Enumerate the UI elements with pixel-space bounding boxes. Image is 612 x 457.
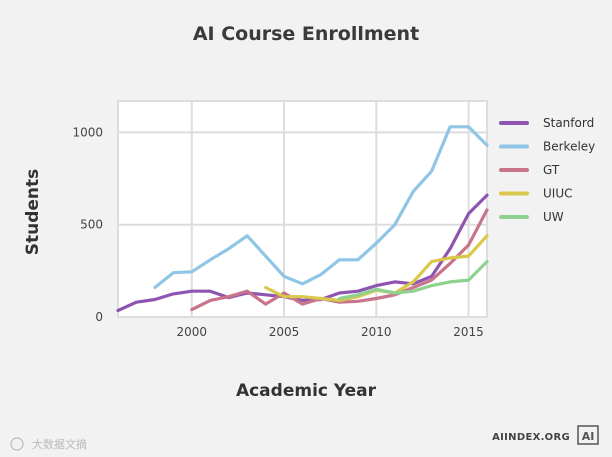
x-axis-title: Academic Year [236,381,377,401]
y-axis-title: Students [23,169,43,256]
source-text: AIINDEX.ORG [492,432,570,443]
x-tick-label: 2000 [177,325,208,339]
x-tick-label: 2015 [453,325,484,339]
legend-label: Berkeley [543,140,595,154]
series-line-gt [190,208,489,312]
y-tick-labels: 0 500 1000 [72,125,103,324]
series-lines [116,125,489,313]
aiindex-logo-icon: AI [577,425,599,445]
watermark-text: 大数据文摘 [32,437,87,451]
legend: Stanford Berkeley GT UIUC UW [499,116,595,224]
y-tick-label: 1000 [72,125,103,139]
series-line-stanford [116,193,489,313]
legend-label: UIUC [543,187,572,201]
legend-label: UW [543,210,564,224]
x-tick-labels: 2000 2005 2010 2015 [177,325,484,339]
legend-label: GT [543,163,560,177]
series-line-berkeley [153,125,489,290]
logo-text: AI [582,430,595,443]
y-tick-label: 500 [80,218,103,232]
x-tick-label: 2005 [269,325,300,339]
legend-label: Stanford [543,116,594,130]
series-line-uw [337,260,489,301]
watermark-icon [10,437,24,451]
x-tick-label: 2010 [361,325,392,339]
y-tick-label: 0 [95,310,103,324]
chart-title: AI Course Enrollment [193,23,419,45]
